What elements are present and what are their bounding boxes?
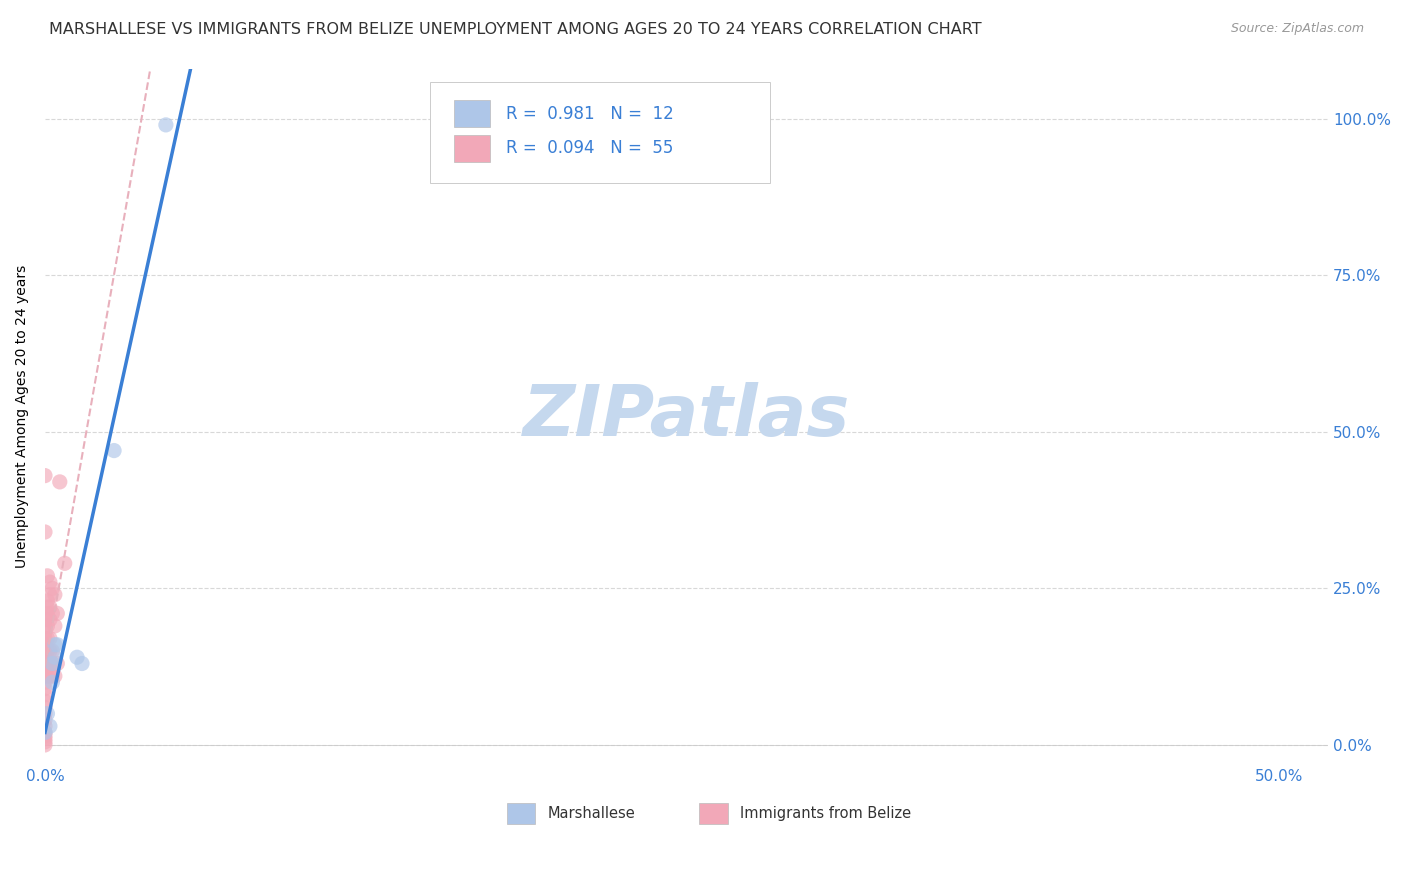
Point (34, 619, 56, 633)
Point (37, 669, 59, 683)
Point (37, 619, 59, 633)
FancyBboxPatch shape (454, 136, 491, 161)
Point (34, 729, 56, 743)
Point (41, 582, 63, 596)
Point (34, 657, 56, 671)
Point (34, 632, 56, 646)
Point (34, 665, 56, 680)
Point (44, 650, 66, 665)
Point (44, 638, 66, 652)
Point (34, 694, 56, 708)
Point (103, 443, 125, 458)
Point (38, 669, 60, 683)
Point (34, 625, 56, 640)
Point (37, 706, 59, 721)
Text: Marshallese: Marshallese (548, 806, 636, 822)
Point (34, 644, 56, 658)
FancyBboxPatch shape (430, 82, 770, 183)
Point (53, 557, 76, 571)
Point (34, 738, 56, 752)
Text: Source: ZipAtlas.com: Source: ZipAtlas.com (1230, 22, 1364, 36)
FancyBboxPatch shape (454, 101, 491, 127)
Point (37, 632, 59, 646)
Point (34, 468, 56, 483)
Point (41, 657, 63, 671)
Text: MARSHALLESE VS IMMIGRANTS FROM BELIZE UNEMPLOYMENT AMONG AGES 20 TO 24 YEARS COR: MARSHALLESE VS IMMIGRANTS FROM BELIZE UN… (49, 22, 981, 37)
Point (37, 644, 59, 658)
Point (34, 725, 56, 739)
Point (70, 657, 93, 671)
Point (34, 735, 56, 749)
Point (37, 569, 59, 583)
Point (66, 650, 89, 665)
Point (38, 588, 60, 602)
Point (41, 657, 63, 671)
Text: R =  0.094   N =  55: R = 0.094 N = 55 (506, 139, 673, 158)
Point (34, 663, 56, 677)
Point (34, 681, 56, 696)
Point (46, 638, 69, 652)
Point (34, 650, 56, 665)
Point (34, 688, 56, 702)
Point (34, 700, 56, 714)
Text: R =  0.981   N =  12: R = 0.981 N = 12 (506, 104, 673, 123)
Point (41, 669, 63, 683)
Point (38, 600, 60, 615)
Point (46, 607, 69, 621)
Point (37, 600, 59, 615)
Point (38, 575, 60, 590)
Point (37, 594, 59, 608)
Point (34, 638, 56, 652)
Point (44, 669, 66, 683)
Point (34, 725, 56, 739)
Point (37, 657, 59, 671)
Point (49, 475, 72, 489)
Point (38, 644, 60, 658)
FancyBboxPatch shape (508, 804, 536, 824)
Point (34, 719, 56, 733)
Point (34, 731, 56, 746)
Point (37, 607, 59, 621)
Point (34, 675, 56, 690)
Point (38, 719, 60, 733)
Point (34, 713, 56, 727)
Point (38, 632, 60, 646)
Point (34, 706, 56, 721)
Y-axis label: Unemployment Among Ages 20 to 24 years: Unemployment Among Ages 20 to 24 years (15, 265, 30, 567)
FancyBboxPatch shape (699, 804, 728, 824)
Point (38, 657, 60, 671)
Point (34, 613, 56, 627)
Point (38, 613, 60, 627)
Point (155, 118, 177, 132)
Point (44, 588, 66, 602)
Point (41, 644, 63, 658)
Point (34, 669, 56, 683)
Text: ZIPatlas: ZIPatlas (523, 382, 851, 450)
Text: Immigrants from Belize: Immigrants from Belize (741, 806, 911, 822)
Point (46, 657, 69, 671)
Point (41, 607, 63, 621)
Point (44, 619, 66, 633)
Point (34, 524, 56, 539)
Point (41, 675, 63, 690)
